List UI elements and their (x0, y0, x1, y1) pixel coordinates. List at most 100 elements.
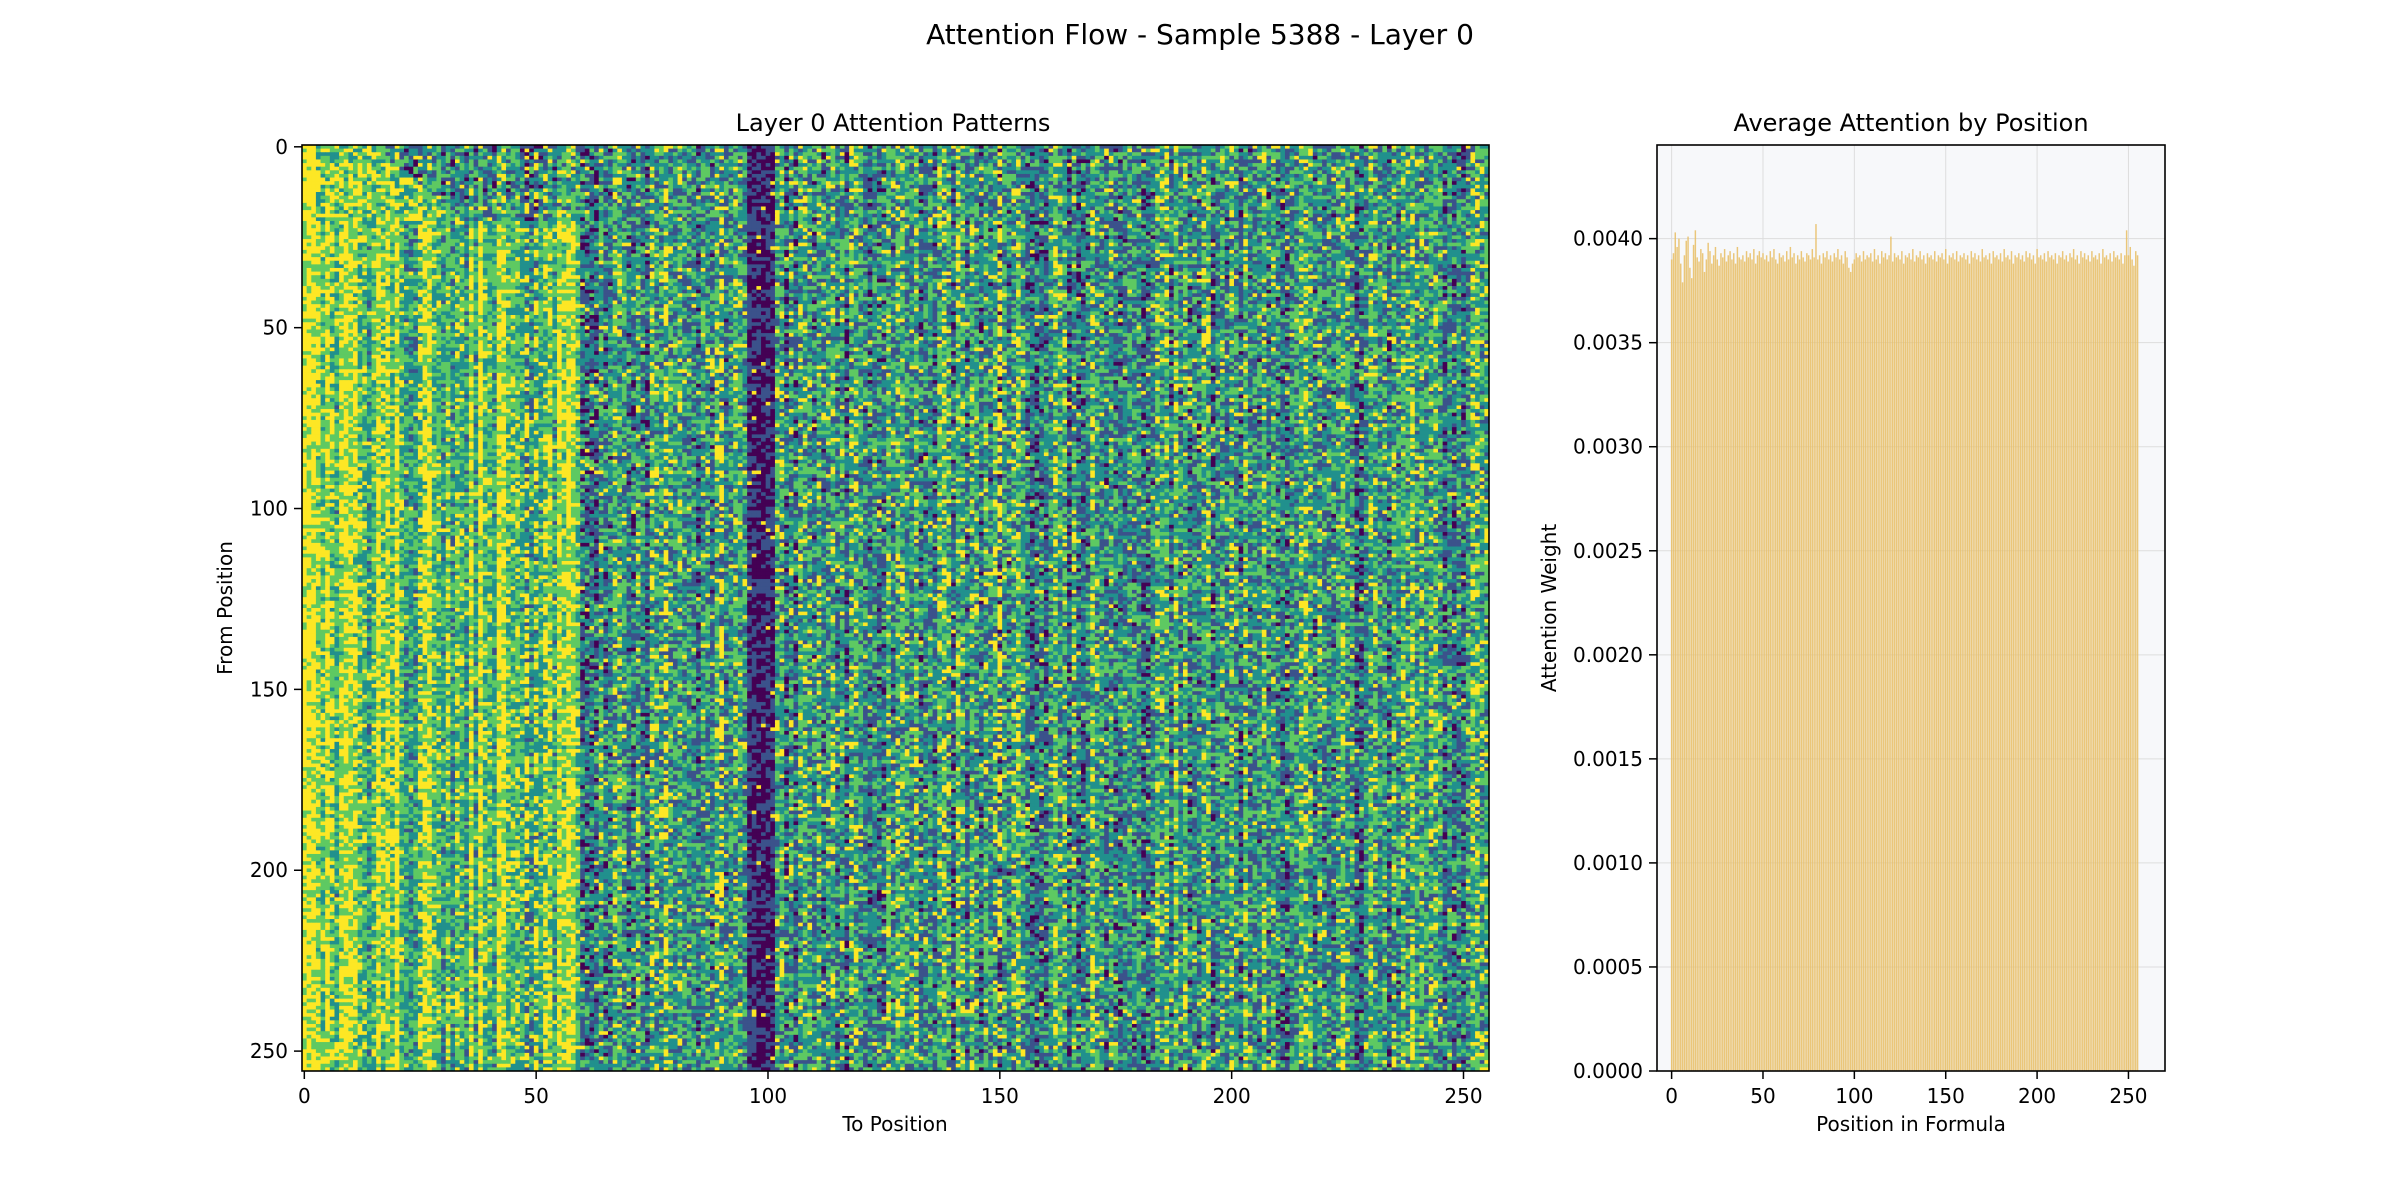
heatmap-cell (701, 167, 706, 171)
heatmap-cell (404, 152, 409, 156)
heatmap-cell (1253, 163, 1258, 167)
heatmap-cell (1350, 149, 1355, 153)
heatmap-cell (1373, 159, 1378, 163)
heatmap-cell (483, 156, 488, 160)
heatmap-cell (1308, 174, 1313, 178)
heatmap-cell (1299, 163, 1304, 167)
heatmap-cell (441, 181, 446, 185)
heatmap-cell (1276, 178, 1281, 182)
heatmap-cell (1313, 181, 1318, 185)
heatmap-cell (979, 181, 984, 185)
heatmap-cell (1030, 185, 1035, 189)
heatmap-cell (585, 149, 590, 153)
heatmap-cell (603, 178, 608, 182)
heatmap-cell (538, 185, 543, 189)
heatmap-cell (1368, 170, 1373, 174)
heatmap-cell (1197, 178, 1202, 182)
heatmap-cell (937, 170, 942, 174)
heatmap-cell (761, 156, 766, 160)
heatmap-cell (321, 152, 326, 156)
heatmap-cell (460, 170, 465, 174)
heatmap-cell (1350, 163, 1355, 167)
heatmap-cell (1192, 159, 1197, 163)
heatmap-cell (330, 178, 335, 182)
heatmap-cell (390, 149, 395, 153)
heatmap-cell (353, 159, 358, 163)
heatmap-cell (1076, 185, 1081, 189)
heatmap-cell (455, 152, 460, 156)
heatmap-cell (1025, 170, 1030, 174)
heatmap-cell (673, 185, 678, 189)
heatmap-cell (1243, 178, 1248, 182)
heatmap-cell (719, 152, 724, 156)
heatmap-cell (845, 156, 850, 160)
heatmap-cell (404, 185, 409, 189)
heatmap-cell (307, 156, 312, 160)
heatmap-cell (487, 178, 492, 182)
heatmap-cell (576, 159, 581, 163)
heatmap-cell (525, 159, 530, 163)
heatmap-cell (1382, 159, 1387, 163)
heatmap-cell (1007, 149, 1012, 153)
heatmap-cell (947, 170, 952, 174)
heatmap-cell (960, 156, 965, 160)
heatmap-cell (543, 185, 548, 189)
heatmap-cell (1197, 163, 1202, 167)
heatmap-cell (1016, 163, 1021, 167)
heatmap-cell (339, 156, 344, 160)
heatmap-cell (1262, 163, 1267, 167)
heatmap-cell (436, 174, 441, 178)
heatmap-cell (1053, 167, 1058, 171)
heatmap-cell (645, 181, 650, 185)
heatmap-cell (1257, 181, 1262, 185)
heatmap-cell (1457, 178, 1462, 182)
heatmap-cell (1327, 163, 1332, 167)
heatmap-cell (817, 152, 822, 156)
heatmap-cell (1248, 181, 1253, 185)
heatmap-cell (427, 163, 432, 167)
heatmap-cell (478, 174, 483, 178)
heatmap-cell (933, 159, 938, 163)
heatmap-cell (321, 149, 326, 153)
heatmap-cell (1331, 181, 1336, 185)
heatmap-cell (854, 178, 859, 182)
heatmap-cell (339, 185, 344, 189)
heatmap-cell (645, 167, 650, 171)
heatmap-cell (1002, 149, 1007, 153)
heatmap-cell (436, 152, 441, 156)
heatmap-cell (1299, 174, 1304, 178)
heatmap-cell (803, 167, 808, 171)
heatmap-cell (492, 159, 497, 163)
heatmap-cell (557, 170, 562, 174)
heatmap-cell (1387, 159, 1392, 163)
heatmap-cell (812, 149, 817, 153)
heatmap-cell (645, 159, 650, 163)
heatmap-cell (1294, 152, 1299, 156)
heatmap-cell (923, 152, 928, 156)
heatmap-cell (1160, 170, 1165, 174)
heatmap-cell (423, 156, 428, 160)
heatmap-cell (1197, 159, 1202, 163)
heatmap-cell (409, 167, 414, 171)
heatmap-cell (682, 156, 687, 160)
heatmap-cell (1429, 174, 1434, 178)
heatmap-cell (650, 152, 655, 156)
heatmap-cell (1188, 167, 1193, 171)
heatmap-cell (831, 156, 836, 160)
heatmap-cell (1373, 163, 1378, 167)
heatmap-cell (589, 167, 594, 171)
heatmap-cell (1086, 163, 1091, 167)
heatmap-cell (311, 170, 316, 174)
heatmap-cell (1095, 159, 1100, 163)
heatmap-cell (770, 174, 775, 178)
heatmap-cell (1415, 152, 1420, 156)
heatmap-cell (1341, 181, 1346, 185)
heatmap-cell (738, 156, 743, 160)
heatmap-cell (1151, 163, 1156, 167)
heatmap-cell (1313, 163, 1318, 167)
heatmap-cell (905, 149, 910, 153)
heatmap-cell (1202, 152, 1207, 156)
heatmap-cell (761, 163, 766, 167)
heatmap-cell (1461, 174, 1466, 178)
heatmap-cell (1081, 174, 1086, 178)
